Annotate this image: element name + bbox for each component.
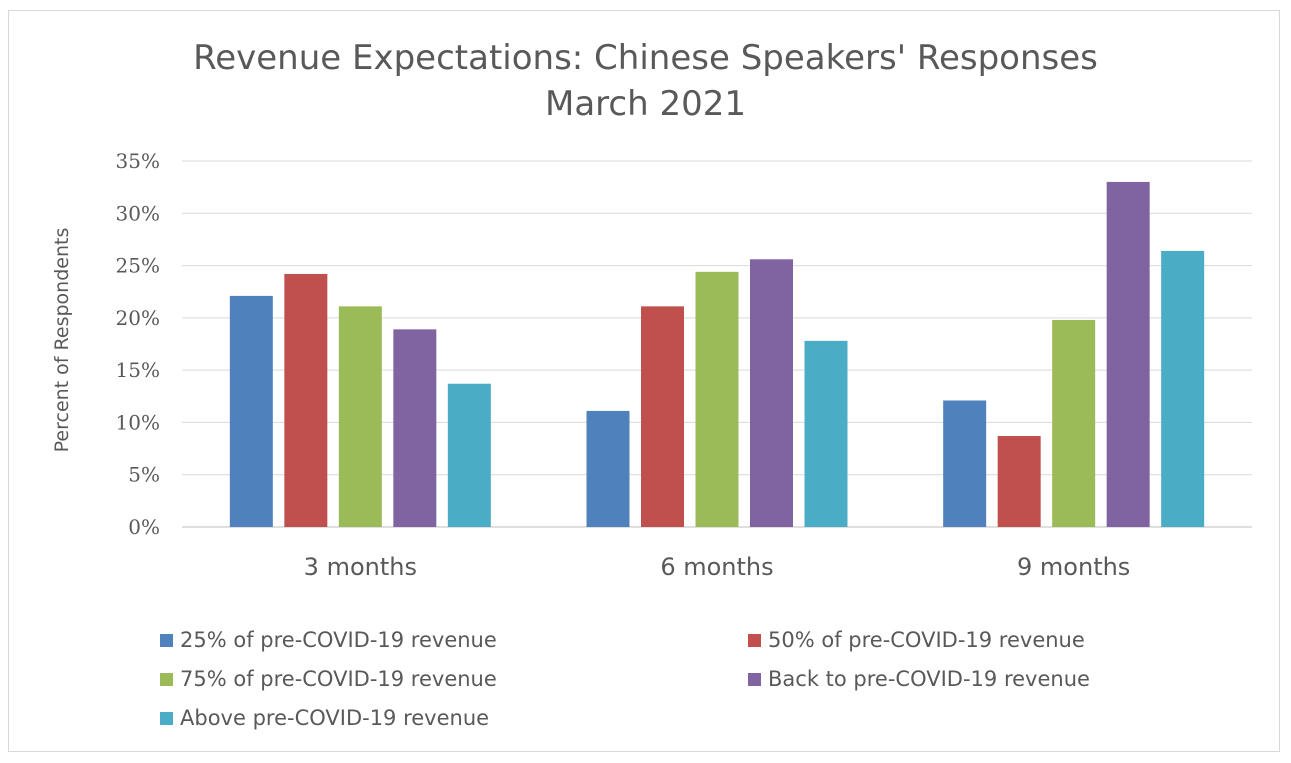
legend-label: 75% of pre-COVID-19 revenue bbox=[180, 667, 497, 691]
y-tick-label: 25% bbox=[116, 254, 160, 278]
chart-title: Revenue Expectations: Chinese Speakers' … bbox=[193, 38, 1098, 78]
y-tick-label: 15% bbox=[116, 358, 160, 382]
y-axis-ticks: 0% 5% 10% 15% 20% 25% 30% 35% bbox=[116, 149, 160, 539]
x-tick-label: 9 months bbox=[1017, 553, 1130, 581]
bar bbox=[284, 273, 328, 527]
bar bbox=[229, 295, 273, 527]
legend-item: Above pre-COVID-19 revenue bbox=[160, 706, 489, 730]
y-tick-label: 0% bbox=[128, 515, 160, 539]
bar bbox=[393, 329, 437, 527]
y-axis-label: Percent of Respondents bbox=[51, 228, 73, 453]
legend-label: 50% of pre-COVID-19 revenue bbox=[768, 628, 1085, 652]
bars bbox=[229, 181, 1205, 527]
bar bbox=[586, 410, 630, 527]
bar bbox=[641, 306, 684, 527]
bar bbox=[695, 271, 739, 527]
legend-label: Above pre-COVID-19 revenue bbox=[180, 706, 490, 730]
y-tick-label: 35% bbox=[116, 149, 160, 173]
y-tick-label: 20% bbox=[116, 306, 160, 330]
x-axis-ticks: 3 months 6 months 9 months bbox=[304, 553, 1131, 581]
legend-label: Back to pre-COVID-19 revenue bbox=[768, 667, 1090, 691]
legend-swatch bbox=[160, 633, 173, 647]
legend-item: 75% of pre-COVID-19 revenue bbox=[160, 667, 497, 691]
y-tick-label: 10% bbox=[116, 410, 160, 434]
legend-swatch bbox=[748, 633, 761, 647]
bar bbox=[943, 400, 987, 527]
bar bbox=[1161, 250, 1205, 527]
x-tick-label: 6 months bbox=[660, 553, 773, 581]
bar bbox=[447, 383, 491, 527]
y-tick-label: 5% bbox=[128, 463, 160, 487]
y-tick-label: 30% bbox=[116, 201, 160, 225]
chart-subtitle: March 2021 bbox=[545, 84, 746, 124]
bar bbox=[338, 306, 382, 527]
bar bbox=[1052, 319, 1096, 527]
legend-swatch bbox=[160, 672, 173, 686]
x-tick-label: 3 months bbox=[304, 553, 417, 581]
legend-swatch bbox=[160, 711, 173, 725]
legend-item: Back to pre-COVID-19 revenue bbox=[748, 667, 1090, 691]
bar bbox=[750, 259, 793, 527]
bar bbox=[1106, 181, 1150, 527]
bar bbox=[997, 436, 1041, 527]
legend-swatch bbox=[748, 672, 761, 686]
bar bbox=[804, 340, 848, 527]
legend-label: 25% of pre-COVID-19 revenue bbox=[180, 628, 497, 652]
legend-item: 25% of pre-COVID-19 revenue bbox=[160, 628, 497, 652]
legend-item: 50% of pre-COVID-19 revenue bbox=[748, 628, 1085, 652]
